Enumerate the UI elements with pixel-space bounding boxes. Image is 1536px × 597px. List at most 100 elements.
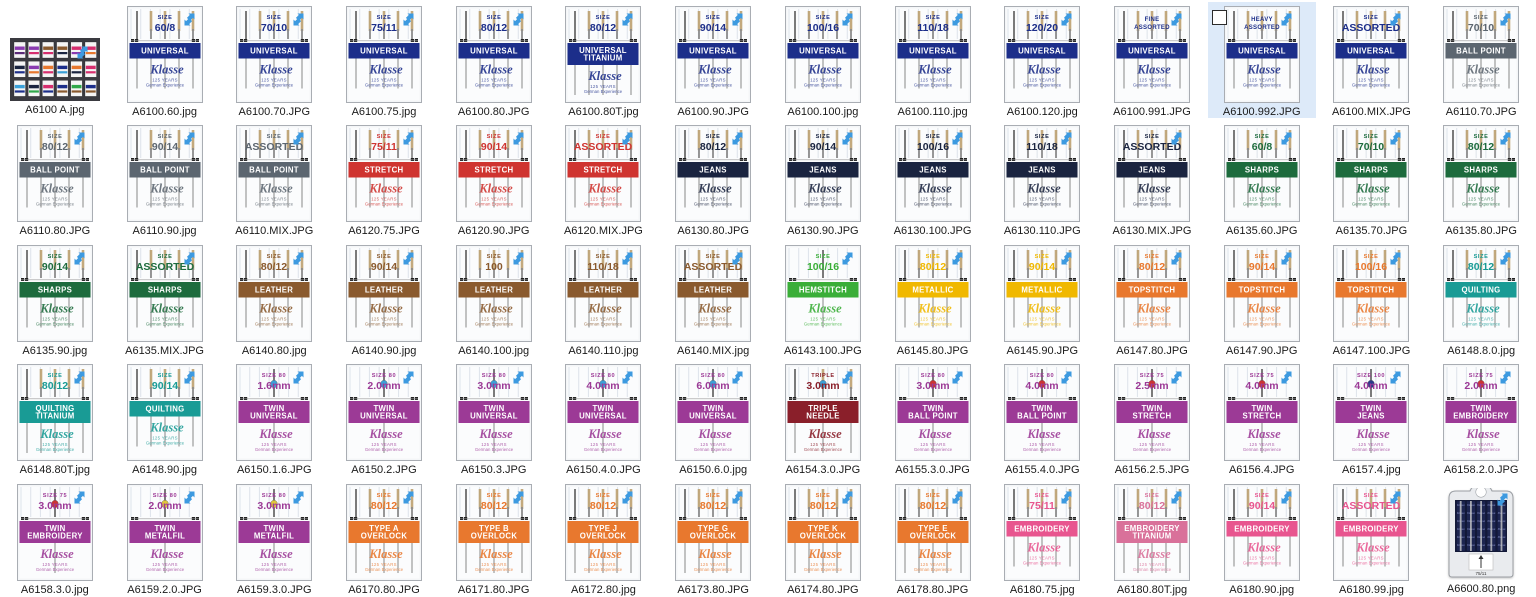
- svg-text:100/16: 100/16: [807, 261, 839, 273]
- svg-text:German Experience: German Experience: [1133, 202, 1172, 207]
- svg-text:90/14: 90/14: [151, 380, 177, 392]
- svg-text:BALL POINT: BALL POINT: [1456, 47, 1506, 56]
- svg-text:Klasse: Klasse: [368, 427, 403, 441]
- svg-text:OVERLOCK: OVERLOCK: [800, 531, 847, 540]
- svg-text:SIZE: SIZE: [596, 15, 611, 21]
- svg-text:SIZE: SIZE: [596, 254, 611, 260]
- svg-text:100/16: 100/16: [916, 141, 948, 153]
- svg-text:German Experience: German Experience: [365, 447, 404, 452]
- svg-text:German Experience: German Experience: [255, 202, 294, 207]
- svg-text:SIZE: SIZE: [1474, 254, 1489, 260]
- svg-text:SIZE: SIZE: [925, 134, 940, 140]
- svg-text:90/14: 90/14: [1249, 500, 1275, 512]
- svg-text:German Experience: German Experience: [1462, 447, 1501, 452]
- svg-text:German Experience: German Experience: [694, 567, 733, 572]
- svg-text:Klasse: Klasse: [697, 182, 732, 196]
- svg-text:Klasse: Klasse: [697, 301, 732, 315]
- svg-text:FINE: FINE: [1145, 17, 1160, 23]
- svg-text:90/14: 90/14: [151, 141, 177, 153]
- svg-text:4.0mm: 4.0mm: [1355, 380, 1388, 392]
- svg-text:SIZE 80: SIZE 80: [701, 373, 725, 379]
- svg-text:Klasse: Klasse: [1465, 182, 1500, 196]
- svg-text:German Experience: German Experience: [584, 89, 623, 94]
- svg-text:Klasse: Klasse: [149, 182, 184, 196]
- svg-text:SIZE: SIZE: [815, 134, 830, 140]
- svg-text:80/12: 80/12: [919, 261, 945, 273]
- svg-text:60/8: 60/8: [1251, 141, 1272, 153]
- svg-text:SIZE: SIZE: [1254, 134, 1269, 140]
- svg-text:Klasse: Klasse: [478, 301, 513, 315]
- svg-text:Klasse: Klasse: [1246, 63, 1281, 77]
- svg-text:SIZE: SIZE: [1145, 134, 1160, 140]
- svg-text:75/11: 75/11: [371, 141, 397, 153]
- svg-text:STRETCH: STRETCH: [1242, 412, 1281, 421]
- svg-text:HEAVY: HEAVY: [1251, 17, 1273, 23]
- svg-text:Klasse: Klasse: [807, 301, 842, 315]
- svg-text:UNIVERSAL: UNIVERSAL: [1348, 47, 1396, 56]
- svg-text:German Experience: German Experience: [365, 567, 404, 572]
- svg-text:Klasse: Klasse: [1356, 427, 1391, 441]
- svg-text:METALLIC: METALLIC: [912, 285, 953, 294]
- svg-text:Klasse: Klasse: [1136, 182, 1171, 196]
- svg-text:German Experience: German Experience: [36, 202, 75, 207]
- svg-text:2.0mm: 2.0mm: [148, 500, 181, 512]
- svg-text:Klasse: Klasse: [1027, 182, 1062, 196]
- svg-text:2.0mm: 2.0mm: [367, 380, 400, 392]
- svg-text:BALL POINT: BALL POINT: [1017, 412, 1067, 421]
- svg-text:EMBROIDERY: EMBROIDERY: [1344, 524, 1400, 533]
- svg-text:Klasse: Klasse: [368, 547, 403, 561]
- svg-text:German Experience: German Experience: [1352, 321, 1391, 326]
- svg-text:German Experience: German Experience: [694, 321, 733, 326]
- svg-text:1.6mm: 1.6mm: [258, 380, 291, 392]
- svg-text:SIZE: SIZE: [706, 493, 721, 499]
- svg-text:80/12: 80/12: [1468, 141, 1494, 153]
- svg-text:100/16: 100/16: [1355, 261, 1387, 273]
- svg-text:EMBROIDERY: EMBROIDERY: [1453, 412, 1509, 421]
- svg-text:3.0mm: 3.0mm: [38, 500, 71, 512]
- svg-text:SIZE: SIZE: [157, 134, 172, 140]
- svg-text:Klasse: Klasse: [1027, 301, 1062, 315]
- svg-text:ASSORTED: ASSORTED: [1134, 25, 1170, 31]
- svg-text:Klasse: Klasse: [478, 547, 513, 561]
- svg-text:80/12: 80/12: [261, 261, 287, 273]
- svg-text:SHARPS: SHARPS: [147, 285, 181, 294]
- svg-text:TOPSTITCH: TOPSTITCH: [1348, 285, 1395, 294]
- svg-text:SIZE: SIZE: [596, 493, 611, 499]
- svg-text:German Experience: German Experience: [1243, 447, 1282, 452]
- svg-text:UNIVERSAL: UNIVERSAL: [1018, 47, 1066, 56]
- svg-text:TITANIUM: TITANIUM: [35, 412, 74, 421]
- svg-text:German Experience: German Experience: [475, 83, 514, 88]
- svg-text:German Experience: German Experience: [1352, 447, 1391, 452]
- svg-text:UNIVERSAL: UNIVERSAL: [470, 412, 518, 421]
- svg-text:SIZE 75: SIZE 75: [1469, 373, 1493, 379]
- svg-text:SIZE 80: SIZE 80: [1030, 373, 1054, 379]
- svg-text:SIZE: SIZE: [1364, 134, 1379, 140]
- svg-text:METALLIC: METALLIC: [1022, 285, 1063, 294]
- svg-text:90/14: 90/14: [1249, 261, 1275, 273]
- svg-text:Klasse: Klasse: [917, 182, 952, 196]
- svg-text:SIZE: SIZE: [47, 373, 62, 379]
- svg-text:German Experience: German Experience: [804, 202, 843, 207]
- svg-text:90/14: 90/14: [371, 261, 397, 273]
- svg-text:SIZE: SIZE: [377, 254, 392, 260]
- svg-text:90/14: 90/14: [700, 22, 726, 34]
- svg-text:UNIVERSAL: UNIVERSAL: [689, 412, 737, 421]
- svg-text:SIZE: SIZE: [486, 254, 501, 260]
- svg-text:Klasse: Klasse: [697, 427, 732, 441]
- svg-text:75/11: 75/11: [371, 22, 397, 34]
- svg-text:EMBROIDERY: EMBROIDERY: [1234, 524, 1290, 533]
- svg-text:Klasse: Klasse: [149, 421, 184, 435]
- svg-text:German Experience: German Experience: [36, 567, 75, 572]
- svg-text:OVERLOCK: OVERLOCK: [361, 531, 408, 540]
- svg-text:German Experience: German Experience: [913, 447, 952, 452]
- svg-text:German Experience: German Experience: [1023, 83, 1062, 88]
- svg-text:German Experience: German Experience: [1462, 321, 1501, 326]
- svg-text:Klasse: Klasse: [368, 63, 403, 77]
- svg-text:German Experience: German Experience: [584, 202, 623, 207]
- svg-text:German Experience: German Experience: [475, 447, 514, 452]
- svg-text:JEANS: JEANS: [699, 166, 727, 175]
- svg-text:BALL POINT: BALL POINT: [249, 166, 299, 175]
- svg-text:German Experience: German Experience: [36, 321, 75, 326]
- svg-text:German Experience: German Experience: [913, 202, 952, 207]
- svg-text:3.0mm: 3.0mm: [477, 380, 510, 392]
